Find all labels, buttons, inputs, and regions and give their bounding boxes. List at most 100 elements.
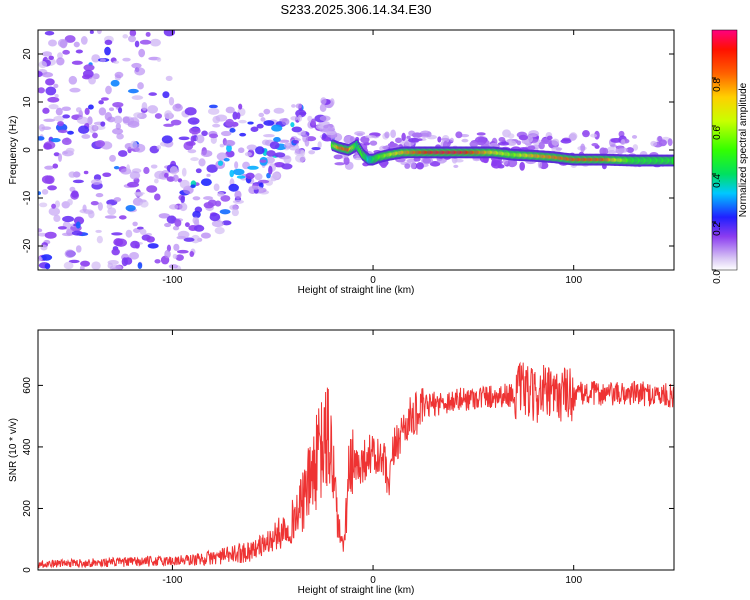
spectrogram-noise-cell xyxy=(87,116,93,125)
spectrogram-noise-cell xyxy=(121,257,128,267)
spectrogram-noise-cell xyxy=(67,198,73,206)
spectrogram-noise-cell xyxy=(244,151,253,157)
spectrogram-noise-cell xyxy=(38,60,47,69)
spectrogram-noise-cell xyxy=(90,201,99,206)
snr-panel: -100 0 100 0 200 400 600 Height of straight l… xyxy=(8,329,675,596)
spectrogram-noise-cell xyxy=(122,116,130,124)
spectrogram-noise-cell xyxy=(343,156,350,165)
spectrogram-noise-cell xyxy=(302,133,309,143)
spectrogram-noise-cell xyxy=(449,137,454,143)
spectrogram-noise-cell xyxy=(179,202,188,212)
spectrogram-y-tick-label: 20 xyxy=(22,48,33,60)
spectrogram-noise-cell xyxy=(310,118,316,126)
spectrogram-noise-cell xyxy=(223,158,230,162)
spectrogram-noise-cell xyxy=(437,136,442,143)
spectrogram-noise-cell xyxy=(224,139,236,147)
snr-y-tick-label: 0 xyxy=(22,567,33,573)
spectrogram-noise-cell xyxy=(107,207,117,215)
spectrogram-noise-cell xyxy=(410,162,417,170)
spectrogram-noise-cell xyxy=(111,128,124,135)
spectrogram-noise-cell xyxy=(180,195,185,204)
colorbar-tick-label: 0.2 xyxy=(712,222,723,236)
spectrogram-noise-cell xyxy=(390,129,396,139)
spectrogram-noise-cell xyxy=(83,170,89,175)
figure-title: S233.2025.306.14.34.E30 xyxy=(280,2,431,17)
spectrogram-noise-cell xyxy=(234,190,242,199)
spectrogram-noise-cell xyxy=(212,123,221,128)
spectrogram-noise-cell xyxy=(88,77,96,85)
colorbar: 0.0 0.2 0.4 0.6 0.8 Normalized spectral ampl… xyxy=(711,29,749,284)
spectrogram-noise-cell xyxy=(100,97,109,101)
spectrogram-noise-cell xyxy=(134,143,146,153)
spectrogram-noise-cell xyxy=(220,195,231,202)
spectrogram-noise-cell xyxy=(307,115,313,122)
spectrogram-noise-cell xyxy=(406,135,411,139)
spectrogram-ridge xyxy=(330,139,674,167)
spectrogram-noise-cell xyxy=(72,179,84,184)
spectrogram-noise-cell xyxy=(105,85,112,95)
spectrogram-noise-cell xyxy=(139,39,152,45)
snr-y-tick-label: 200 xyxy=(22,500,33,517)
spectrogram-noise-cell xyxy=(89,30,94,34)
spectrogram-noise-cell xyxy=(117,107,123,114)
spectrogram-noise-cell xyxy=(61,106,71,111)
spectrogram-noise-cell xyxy=(201,130,208,137)
spectrogram-noise-cell xyxy=(102,172,112,178)
spectrogram-noise-cell xyxy=(163,123,175,127)
spectrogram-noise-cell xyxy=(305,136,317,142)
spectrogram-noise-cell xyxy=(62,49,70,55)
spectrogram-noise-cell xyxy=(95,193,104,198)
spectrogram-noise-cell xyxy=(88,210,95,219)
spectrogram-noise-cell xyxy=(297,115,303,122)
spectrogram-noise-cell xyxy=(263,108,271,115)
spectrogram-noise-cell xyxy=(323,124,329,129)
spectrogram-noise-cell xyxy=(229,128,236,133)
spectrogram-noise-cell xyxy=(247,165,259,170)
spectrogram-noise-cell xyxy=(95,140,106,148)
spectrogram-noise-cell xyxy=(149,145,160,154)
spectrogram-noise-cell xyxy=(41,189,49,195)
spectrogram-noise-cell xyxy=(53,214,61,223)
spectrogram-noise-cell xyxy=(258,112,265,118)
spectrogram-noise-cell xyxy=(250,126,259,132)
colorbar-ticks: 0.0 0.2 0.4 0.6 0.8 xyxy=(712,77,723,284)
spectrogram-noise-cell xyxy=(273,137,281,143)
spectrogram-noise-cell xyxy=(254,173,263,181)
spectrogram-noise-cell xyxy=(364,135,377,139)
spectrogram-noise-cell xyxy=(113,165,120,170)
spectrogram-noise-cell xyxy=(95,229,102,233)
spectrogram-noise-cell xyxy=(200,150,213,158)
spectrogram-noise-cell xyxy=(482,156,489,164)
spectrogram-noise-cell xyxy=(232,168,245,176)
spectrogram-noise-cell xyxy=(38,136,45,141)
spectrogram-noise-cell xyxy=(62,215,75,223)
spectrogram-noise-cell xyxy=(146,236,155,243)
spectrogram-noise-cell xyxy=(91,261,101,270)
spectrogram-noise-cell xyxy=(129,252,140,260)
spectrogram-noise-cell xyxy=(126,164,131,174)
spectrogram-noise-cell xyxy=(516,140,522,146)
spectrogram-noise-cell xyxy=(156,57,162,62)
spectrogram-noise-cell xyxy=(154,113,163,119)
snr-frame xyxy=(37,329,675,571)
spectrogram-noise-cell xyxy=(617,147,629,153)
spectrogram-noise-cell xyxy=(198,158,206,167)
spectrogram-noise-cell xyxy=(128,117,140,127)
spectrogram-noise-cell xyxy=(78,125,90,134)
spectrogram-noise-cell xyxy=(164,172,169,178)
spectrogram-noise-cell xyxy=(245,172,255,180)
spectrogram-noise-cell xyxy=(268,165,273,175)
spectrogram-noise-cell xyxy=(295,154,306,163)
spectrogram-noise-cell xyxy=(384,131,390,139)
spectrogram-noise-cell xyxy=(225,118,235,127)
spectrogram-noise-cell xyxy=(208,104,218,109)
spectrogram-noise-cell xyxy=(329,98,335,107)
spectrogram-noise-cell xyxy=(221,220,232,226)
spectrogram-noise-cell xyxy=(631,135,638,139)
spectrogram-noise-cell xyxy=(290,122,295,128)
spectrogram-noise-cell xyxy=(172,253,178,259)
spectrogram-noise-cell xyxy=(163,30,176,37)
spectrogram-noise-cell xyxy=(246,144,258,151)
spectrogram-noise-cell xyxy=(236,175,246,179)
spectrogram-noise-cell xyxy=(81,134,91,139)
